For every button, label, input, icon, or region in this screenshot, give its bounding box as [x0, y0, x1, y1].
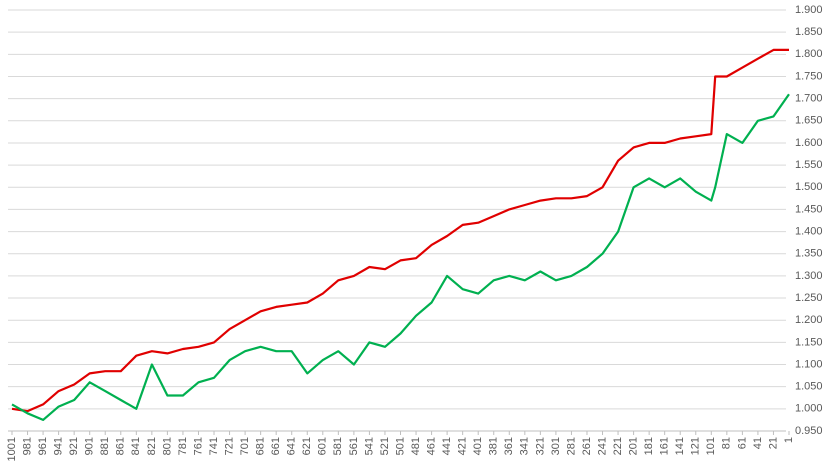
y-tick-label: 1.900: [795, 4, 823, 16]
y-tick-label: 1.700: [795, 93, 823, 105]
x-tick-label: 881: [99, 437, 111, 455]
x-tick-label: 901: [84, 437, 96, 455]
x-tick-label: 961: [37, 437, 49, 455]
y-tick-label: 1.050: [795, 381, 823, 393]
y-tick-label: 1.750: [795, 70, 823, 82]
x-tick-label: 861: [115, 437, 127, 455]
x-tick-label: 1: [783, 437, 795, 443]
y-tick-label: 1.550: [795, 159, 823, 171]
x-tick-label: 81: [721, 437, 733, 449]
x-tick-label: 381: [488, 437, 500, 455]
x-tick-label: 441: [441, 437, 453, 455]
y-tick-label: 0.950: [795, 425, 823, 437]
x-tick-label: 401: [472, 437, 484, 455]
x-tick-label: 681: [255, 437, 267, 455]
y-tick-label: 1.200: [795, 314, 823, 326]
y-tick-label: 1.250: [795, 292, 823, 304]
x-tick-label: 301: [550, 437, 562, 455]
y-tick-label: 1.800: [795, 48, 823, 60]
x-tick-label: 161: [659, 437, 671, 455]
x-tick-label: 601: [317, 437, 329, 455]
x-tick-label: 541: [363, 437, 375, 455]
x-tick-label: 141: [674, 437, 686, 455]
y-tick-label: 1.400: [795, 225, 823, 237]
x-tick-label: 281: [565, 437, 577, 455]
x-tick-label: 101: [705, 437, 717, 455]
x-tick-label: 641: [286, 437, 298, 455]
x-tick-label: 821: [146, 437, 158, 455]
x-tick-label: 741: [208, 437, 220, 455]
x-tick-label: 421: [457, 437, 469, 455]
x-tick-label: 701: [239, 437, 251, 455]
x-tick-label: 461: [425, 437, 437, 455]
x-tick-label: 241: [596, 437, 608, 455]
x-tick-label: 521: [379, 437, 391, 455]
x-tick-label: 561: [348, 437, 360, 455]
x-tick-label: 361: [503, 437, 515, 455]
x-tick-label: 321: [534, 437, 546, 455]
y-tick-label: 1.450: [795, 203, 823, 215]
x-tick-label: 621: [301, 437, 313, 455]
x-tick-label: 921: [68, 437, 80, 455]
series-line: [11, 93, 790, 421]
x-tick-label: 261: [581, 437, 593, 455]
series-line: [11, 48, 789, 413]
y-tick-label: 1.150: [795, 336, 823, 348]
x-tick-label: 201: [628, 437, 640, 455]
y-tick-label: 1.300: [795, 270, 823, 282]
y-tick-label: 1.650: [795, 115, 823, 127]
x-tick-label: 941: [53, 437, 65, 455]
x-tick-label: 761: [192, 437, 204, 455]
x-tick-label: 781: [177, 437, 189, 455]
x-tick-label: 481: [410, 437, 422, 455]
x-tick-label: 221: [612, 437, 624, 455]
y-tick-label: 1.500: [795, 181, 823, 193]
x-tick-label: 981: [21, 437, 33, 455]
x-tick-label: 721: [223, 437, 235, 455]
y-tick-label: 1.000: [795, 403, 823, 415]
x-tick-label: 661: [270, 437, 282, 455]
x-tick-label: 61: [736, 437, 748, 449]
x-tick-label: 21: [767, 437, 779, 449]
x-tick-label: 1001: [6, 437, 18, 461]
x-tick-label: 121: [690, 437, 702, 455]
y-tick-label: 1.350: [795, 248, 823, 260]
x-tick-label: 181: [643, 437, 655, 455]
x-tick-label: 341: [519, 437, 531, 455]
x-tick-label: 501: [394, 437, 406, 455]
y-tick-label: 1.850: [795, 26, 823, 38]
x-tick-label: 41: [752, 437, 764, 449]
x-tick-label: 841: [130, 437, 142, 455]
x-tick-label: 801: [161, 437, 173, 455]
y-tick-label: 1.600: [795, 137, 823, 149]
y-tick-label: 1.100: [795, 358, 823, 370]
x-tick-label: 581: [332, 437, 344, 455]
